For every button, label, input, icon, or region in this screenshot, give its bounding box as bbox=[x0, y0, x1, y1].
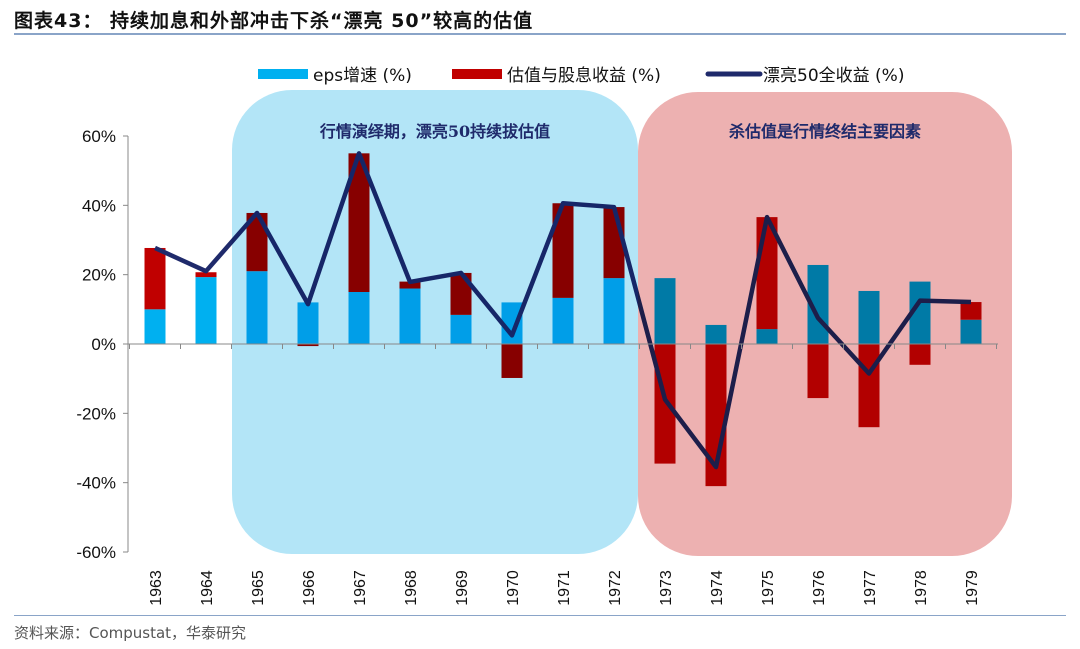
y-tick-label: 20% bbox=[82, 266, 116, 285]
x-tick-label-1971: 1971 bbox=[556, 570, 573, 606]
legend-swatch-2 bbox=[452, 69, 502, 79]
title-divider bbox=[14, 33, 1066, 35]
eps-bar-1964 bbox=[195, 277, 217, 344]
y-tick-label: 0% bbox=[91, 335, 116, 354]
valuation-bar-1964 bbox=[195, 272, 217, 278]
x-tick-label-1973: 1973 bbox=[658, 570, 675, 606]
legend-swatch-1 bbox=[258, 69, 308, 79]
eps-bar-1963 bbox=[144, 309, 166, 344]
annotation-text-1: 行情演绎期，漂亮50持续拔估值 bbox=[319, 122, 550, 141]
annotation-box-2 bbox=[638, 92, 1012, 556]
x-tick-label-1963: 1963 bbox=[148, 570, 165, 606]
y-tick-label: 60% bbox=[82, 127, 116, 146]
x-tick-label-1964: 1964 bbox=[199, 570, 216, 606]
x-tick-label-1968: 1968 bbox=[403, 570, 420, 606]
legend-label-1: eps增速 (%) bbox=[313, 66, 412, 86]
x-tick-label-1972: 1972 bbox=[607, 570, 624, 606]
chart-title: 图表43： 持续加息和外部冲击下杀“漂亮 50”较高的估值 bbox=[14, 10, 534, 32]
source-divider bbox=[14, 615, 1066, 616]
x-tick-label-1977: 1977 bbox=[862, 570, 879, 606]
source-note: 资料来源：Compustat，华泰研究 bbox=[14, 624, 247, 642]
x-tick-label-1969: 1969 bbox=[454, 570, 471, 606]
annotation-box-1 bbox=[232, 90, 638, 554]
y-tick-label: -40% bbox=[76, 474, 116, 493]
x-tick-label-1979: 1979 bbox=[964, 570, 981, 606]
x-tick-label-1974: 1974 bbox=[709, 570, 726, 606]
y-tick-label: 40% bbox=[82, 196, 116, 215]
x-tick-label-1976: 1976 bbox=[811, 570, 828, 606]
x-tick-label-1978: 1978 bbox=[913, 570, 930, 606]
annotation-text-2: 杀估值是行情终结主要因素 bbox=[729, 122, 921, 141]
valuation-bar-1963 bbox=[144, 247, 166, 310]
x-tick-label-1966: 1966 bbox=[301, 570, 318, 606]
x-tick-label-1970: 1970 bbox=[505, 570, 522, 606]
legend-label-3: 漂亮50全收益 (%) bbox=[763, 66, 904, 86]
chart: 行情演绎期，漂亮50持续拔估值 杀估值是行情终结主要因素 60% 40% 20% 0% -2… bbox=[76, 66, 1012, 606]
legend-label-2: 估值与股息收益 (%) bbox=[507, 66, 661, 86]
x-tick-label-1975: 1975 bbox=[760, 570, 777, 606]
y-tick-label: -60% bbox=[76, 543, 116, 562]
x-tick-label-1967: 1967 bbox=[352, 570, 369, 606]
x-tick-label-1965: 1965 bbox=[250, 570, 267, 606]
y-tick-label: -20% bbox=[76, 404, 116, 423]
